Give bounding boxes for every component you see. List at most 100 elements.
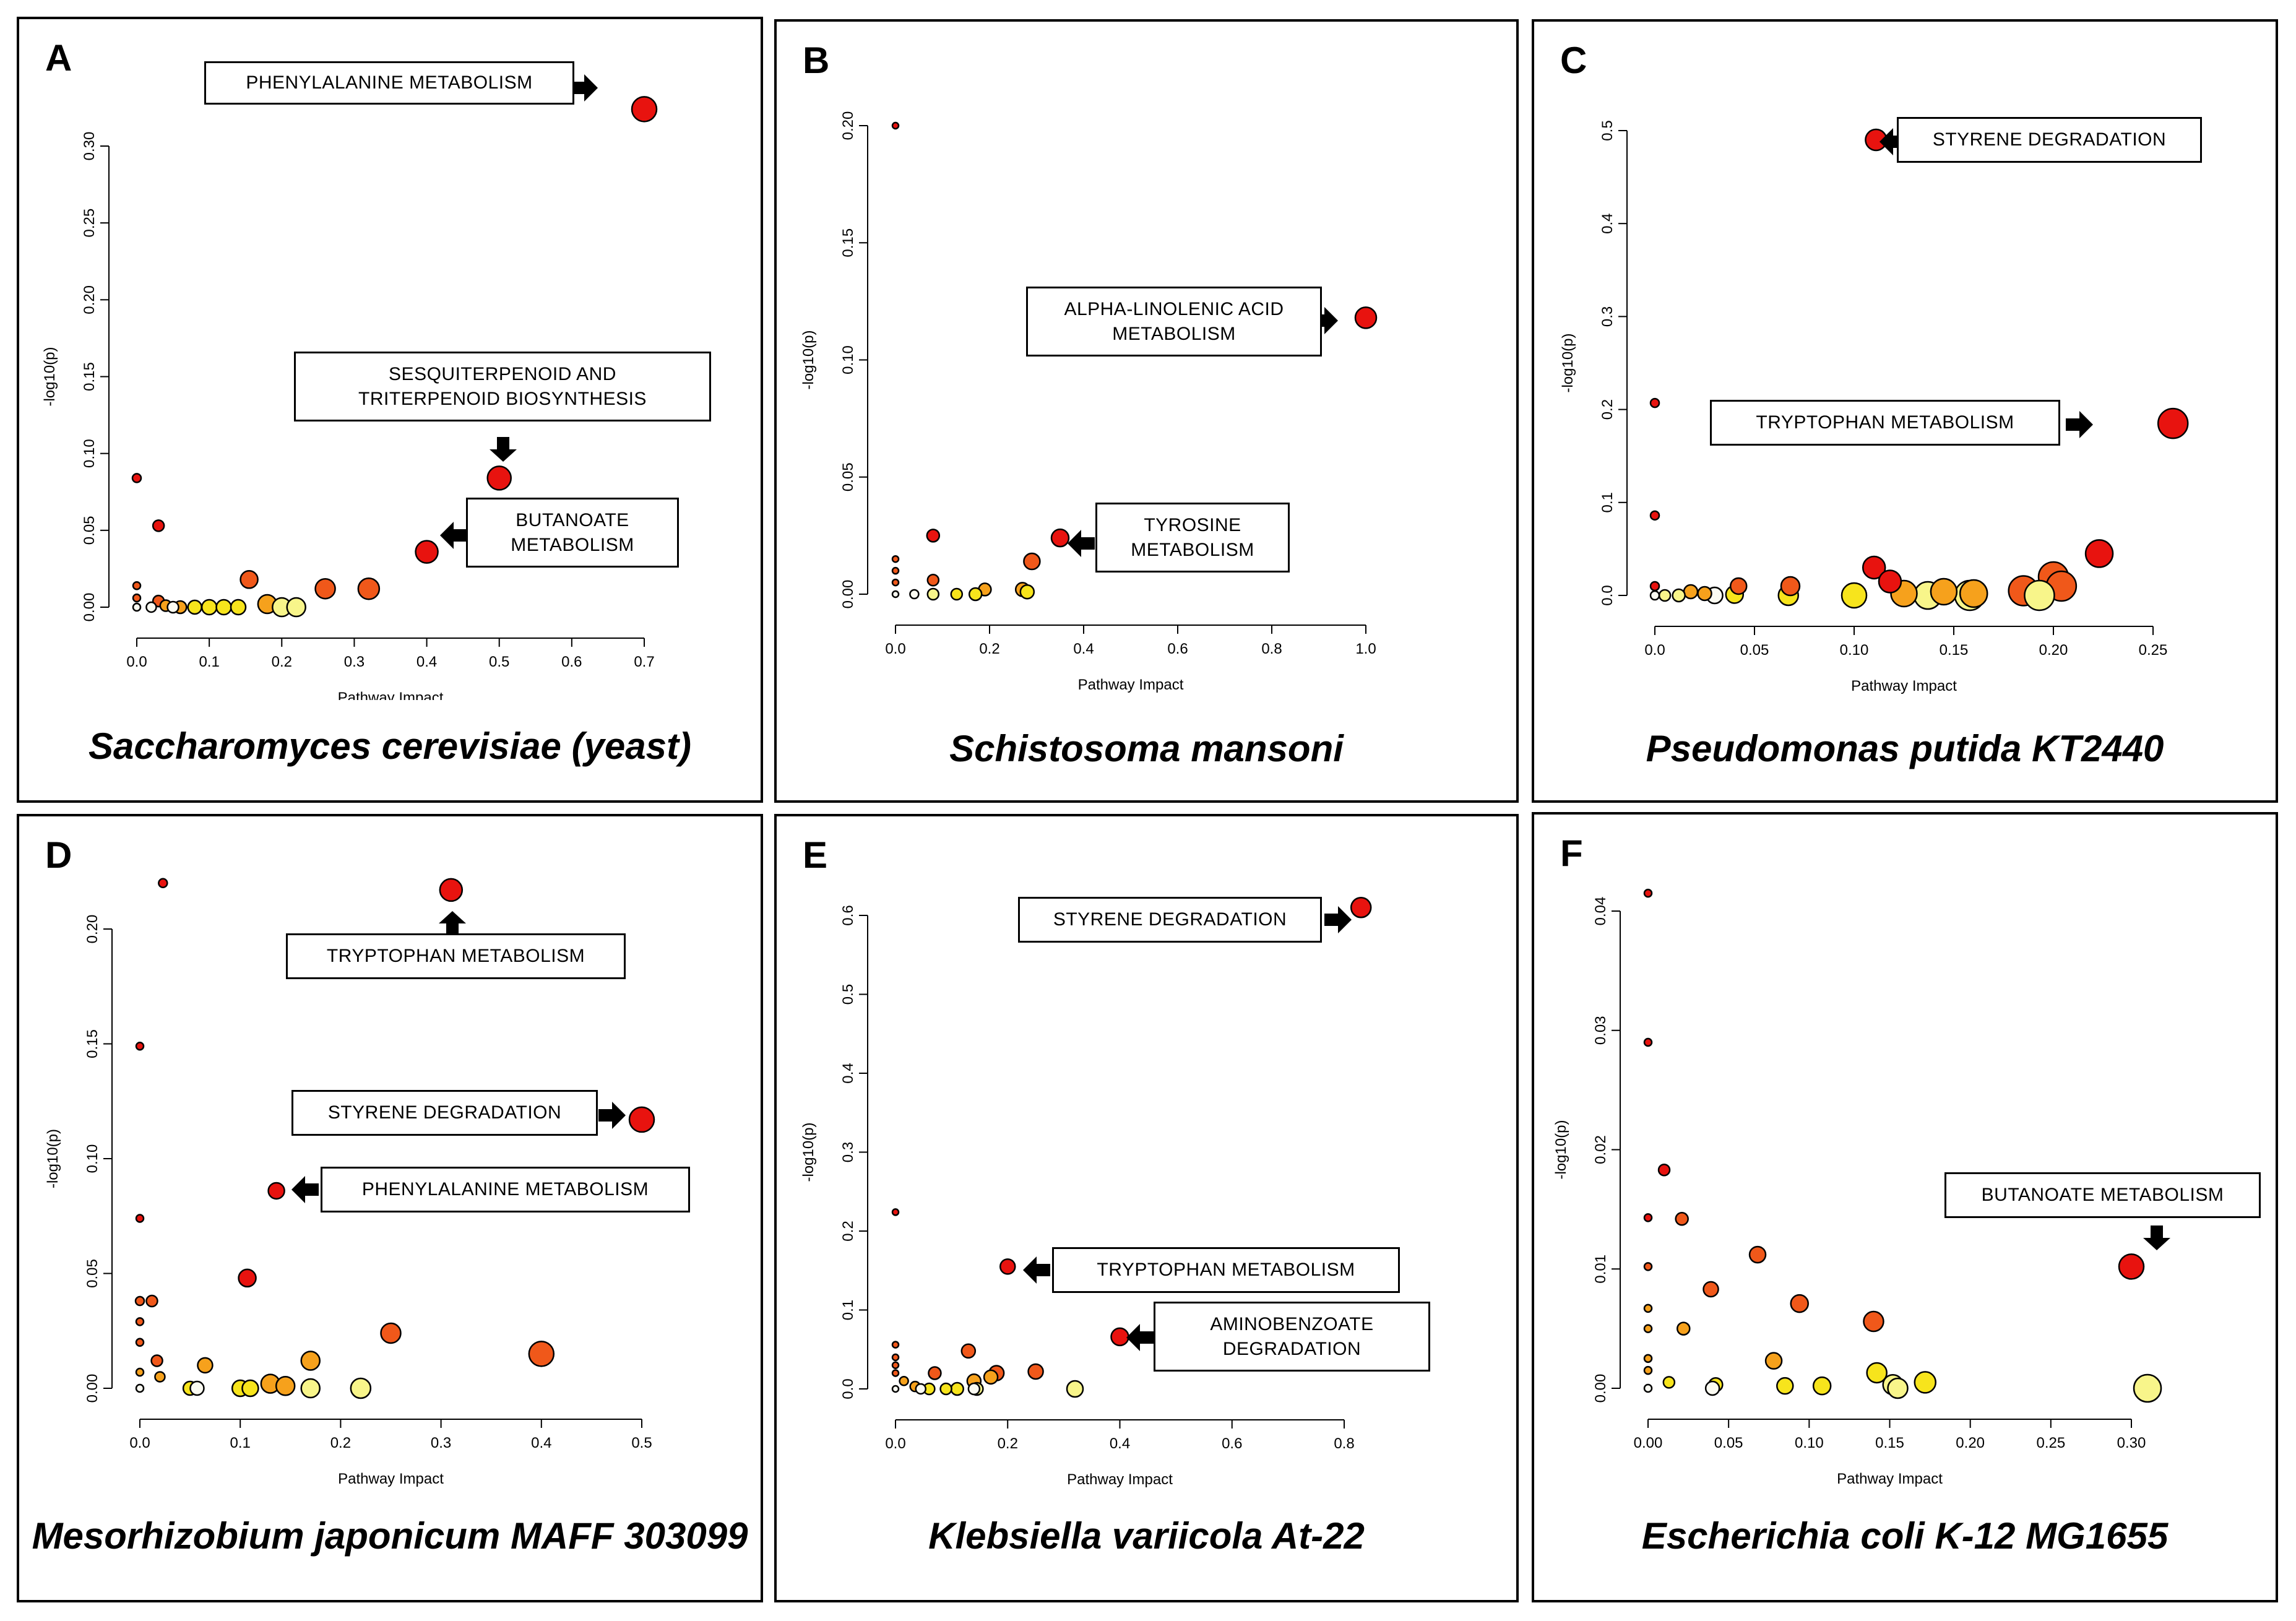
x-tick-label: 0.7 [634,654,654,670]
y-tick-label: 0.0 [1599,585,1616,605]
panel-letter: A [45,37,72,79]
x-tick-label: 0.00 [1634,1435,1663,1451]
x-tick-label: 0.2 [979,641,999,657]
annotation-aminobenzoate: AMINOBENZOATE DEGRADATION [1154,1302,1430,1372]
y-tick-label: 0.1 [840,1300,857,1320]
y-axis-label: -log10(p) [800,1122,817,1182]
scatter-plot-f: 0.00 0.05 0.10 0.15 0.20 0.25 0.30 Pathway Impa… [1553,888,2170,1487]
y-axis-label: -log10(p) [1553,1120,1569,1179]
data-point [2118,1253,2145,1280]
data-point [1643,1354,1653,1364]
data-point [189,1380,205,1396]
x-tick-label: 0.05 [1714,1435,1743,1451]
data-point [154,1371,166,1383]
data-point [891,1353,900,1362]
annotation-butanoate: BUTANOATE METABOLISM [1944,1172,2261,1218]
data-point [132,581,142,590]
data-point [215,599,232,616]
data-point [891,1385,900,1393]
y-axis: 0.0 0.1 0.2 0.3 0.4 0.5 0.6 -log10(p) [800,905,868,1399]
data-point [1697,586,1712,602]
x-tick-label: 0.5 [631,1435,652,1451]
data-point [1658,589,1672,602]
y-tick-label: 0.10 [840,345,857,374]
data-point [891,555,900,563]
data-points [131,96,658,618]
scatter-plot-b: 0.0 0.2 0.4 0.6 0.8 1.0 Pathway Impact 0.00 0.05… [800,111,1378,693]
panel-c: C 0.0 0.05 0.10 0.15 0.20 0.25 Pathway Impact 0… [1532,19,2278,803]
x-tick-label: 0.10 [1840,642,1869,659]
x-tick-label: 0.2 [998,1435,1018,1452]
x-tick-label: 0.8 [1334,1435,1354,1452]
data-point [1350,897,1372,919]
data-point [1677,1321,1691,1336]
data-point [187,599,202,615]
organism-title: Mesorhizobium japonicum MAFF 303099 [32,1515,748,1557]
panel-letter: D [45,834,72,876]
data-point [132,593,142,603]
data-point [899,1376,909,1386]
annotation-butanoate: BUTANOATE METABOLISM [466,498,679,568]
data-point [1862,555,1886,580]
data-point [1863,1310,1884,1333]
annotation-arrow [2143,1225,2170,1250]
data-point [1643,1365,1653,1375]
data-point [240,570,259,589]
data-points [891,121,1378,602]
data-point [1643,1037,1653,1047]
data-point [1643,1324,1653,1333]
data-point [915,1383,927,1395]
annotation-arrow [439,911,466,936]
x-tick-label: 0.1 [230,1435,251,1451]
annotation-arrow [598,1102,626,1129]
data-point [950,587,964,601]
y-axis: 0.00 0.05 0.10 0.15 0.20 0.25 0.30 -log10(p) [41,132,110,621]
data-point [528,1341,555,1367]
y-tick-label: 0.20 [84,915,101,944]
data-points [1643,888,2162,1403]
y-tick-label: 0.30 [81,132,98,161]
data-point [197,1357,214,1374]
y-tick-label: 0.4 [1599,214,1616,234]
data-point [1649,510,1660,521]
x-tick-label: 0.2 [330,1435,351,1451]
panel-letter: E [803,834,828,876]
data-point [2024,579,2055,612]
data-point [967,1382,981,1396]
data-point [1780,576,1801,597]
data-point [1672,588,1686,603]
y-tick-label: 0.4 [840,1063,857,1083]
y-tick-label: 0.2 [840,1221,857,1241]
x-tick-label: 0.10 [1795,1435,1824,1451]
data-point [1643,1383,1653,1393]
organism-title: Schistosoma mansoni [949,728,1344,769]
data-point [135,1041,145,1051]
x-tick-label: 0.8 [1261,641,1282,657]
data-point [286,597,306,618]
data-point [1887,1377,1909,1399]
data-point [1764,1352,1783,1370]
data-point [439,878,464,902]
y-tick-label: 0.1 [1599,492,1616,512]
x-axis-label: Pathway Impact [338,1471,444,1487]
data-point [1930,577,1958,606]
data-point [1643,888,1653,898]
data-point [241,1379,259,1398]
data-point [314,577,336,600]
x-tick-label: 0.4 [531,1435,551,1451]
data-points [891,897,1372,1398]
x-tick-label: 0.3 [344,654,365,670]
x-tick-label: 0.3 [431,1435,451,1451]
annotation-alpha-linolenic: ALPHA-LINOLENIC ACID METABOLISM [1026,287,1322,357]
data-point [1027,1363,1044,1380]
data-point [891,578,900,587]
organism-title: Klebsiella variicola At-22 [928,1515,1365,1557]
y-tick-label: 0.05 [81,516,98,545]
data-point [2133,1373,2162,1403]
data-point [926,587,940,601]
y-tick-label: 0.02 [1592,1135,1609,1164]
data-point [628,1106,655,1133]
data-point [891,590,900,599]
x-tick-label: 0.1 [199,654,219,670]
y-tick-label: 0.10 [84,1144,101,1174]
